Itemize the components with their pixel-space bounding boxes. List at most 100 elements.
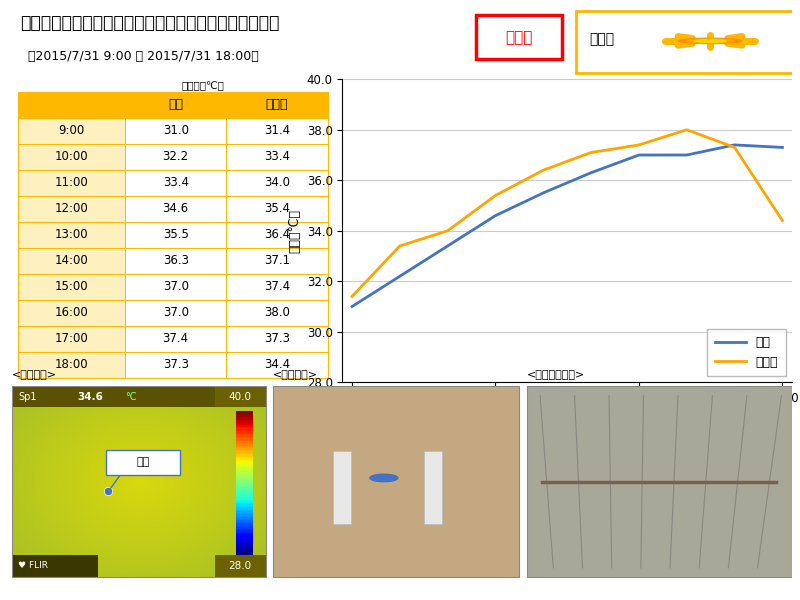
Bar (236, 433, 253, 434)
Bar (236, 424, 253, 425)
Bar (236, 517, 253, 518)
Text: 38.0: 38.0 (264, 307, 290, 319)
Bar (236, 472, 253, 473)
Bar (236, 450, 253, 451)
Bar (236, 483, 253, 484)
外気温 (347, 293, 357, 300)
Bar (236, 428, 253, 430)
Bar (236, 529, 253, 530)
Text: <天井施工過程>: <天井施工過程> (527, 370, 585, 380)
Bar (18, 144, 125, 170)
Bar (125, 144, 226, 170)
Text: 34.4: 34.4 (264, 358, 290, 371)
Text: 31.0: 31.0 (162, 124, 189, 137)
Text: 14:00: 14:00 (55, 254, 89, 268)
Text: 34.6: 34.6 (162, 202, 189, 215)
Bar (125, 222, 226, 248)
Text: 37.0: 37.0 (162, 280, 189, 293)
FancyBboxPatch shape (576, 11, 793, 73)
外気温 (490, 192, 500, 199)
Bar (236, 443, 253, 444)
Bar (125, 300, 226, 326)
Text: 31.4: 31.4 (264, 124, 290, 137)
Bar (18, 352, 125, 378)
Bar (236, 420, 253, 421)
Text: 18:00: 18:00 (55, 358, 89, 371)
Bar (236, 507, 253, 509)
Text: （単位：℃）: （単位：℃） (182, 81, 225, 91)
Circle shape (679, 38, 742, 44)
Text: 11:00: 11:00 (55, 176, 89, 190)
Bar (236, 493, 253, 494)
外気温 (730, 144, 739, 151)
Text: Sp1: Sp1 (18, 392, 37, 401)
Bar (125, 352, 226, 378)
Text: 37.4: 37.4 (162, 332, 189, 346)
FancyBboxPatch shape (106, 450, 181, 475)
Bar (424, 451, 442, 524)
Bar (236, 480, 253, 481)
Bar (236, 411, 253, 413)
Bar (18, 222, 125, 248)
Bar (236, 544, 253, 546)
Bar (236, 441, 253, 443)
Bar (236, 466, 253, 467)
Bar (236, 414, 253, 415)
Bar (12, 386, 266, 407)
Bar (125, 196, 226, 222)
Line: 外気温: 外気温 (352, 130, 782, 296)
Bar (226, 352, 328, 378)
Bar (236, 521, 253, 523)
Bar (236, 500, 253, 502)
Bar (214, 554, 266, 577)
Bar (236, 448, 253, 450)
Bar (236, 463, 253, 464)
Bar (236, 539, 253, 540)
Bar (226, 274, 328, 300)
Bar (236, 510, 253, 511)
Bar (236, 524, 253, 526)
Bar (236, 437, 253, 439)
Text: 28.0: 28.0 (229, 561, 252, 571)
Bar (236, 527, 253, 529)
Bar (236, 488, 253, 490)
Text: <測定箇所>: <測定箇所> (12, 370, 57, 380)
Text: 天井: 天井 (168, 98, 183, 112)
Bar (236, 422, 253, 424)
外気温 (395, 242, 405, 250)
Bar (236, 440, 253, 441)
Bar (236, 536, 253, 538)
Bar (236, 474, 253, 476)
外気温 (443, 227, 453, 235)
Text: 外気温: 外気温 (266, 98, 288, 112)
Bar (226, 248, 328, 274)
Text: 35.4: 35.4 (264, 202, 290, 215)
Bar (125, 170, 226, 196)
Bar (236, 530, 253, 532)
Bar (236, 506, 253, 507)
Bar (236, 458, 253, 460)
Bar (226, 300, 328, 326)
Circle shape (686, 39, 734, 43)
Bar (236, 535, 253, 536)
外気温 (778, 217, 787, 224)
Bar (236, 479, 253, 480)
Text: 36.4: 36.4 (264, 229, 290, 241)
Bar (236, 526, 253, 527)
Bar (236, 436, 253, 437)
天井 (682, 151, 691, 158)
Bar (236, 477, 253, 479)
Text: 32.2: 32.2 (162, 151, 189, 163)
Bar (18, 92, 125, 118)
外気温 (682, 126, 691, 133)
Bar (236, 469, 253, 470)
Bar (236, 451, 253, 452)
Bar (125, 92, 226, 118)
Text: 33.4: 33.4 (162, 176, 189, 190)
Text: <測定箇所>: <測定箇所> (274, 370, 318, 380)
Bar (236, 430, 253, 431)
Bar (236, 425, 253, 427)
天井 (443, 242, 453, 250)
Bar (236, 457, 253, 458)
Text: 13:00: 13:00 (55, 229, 89, 241)
